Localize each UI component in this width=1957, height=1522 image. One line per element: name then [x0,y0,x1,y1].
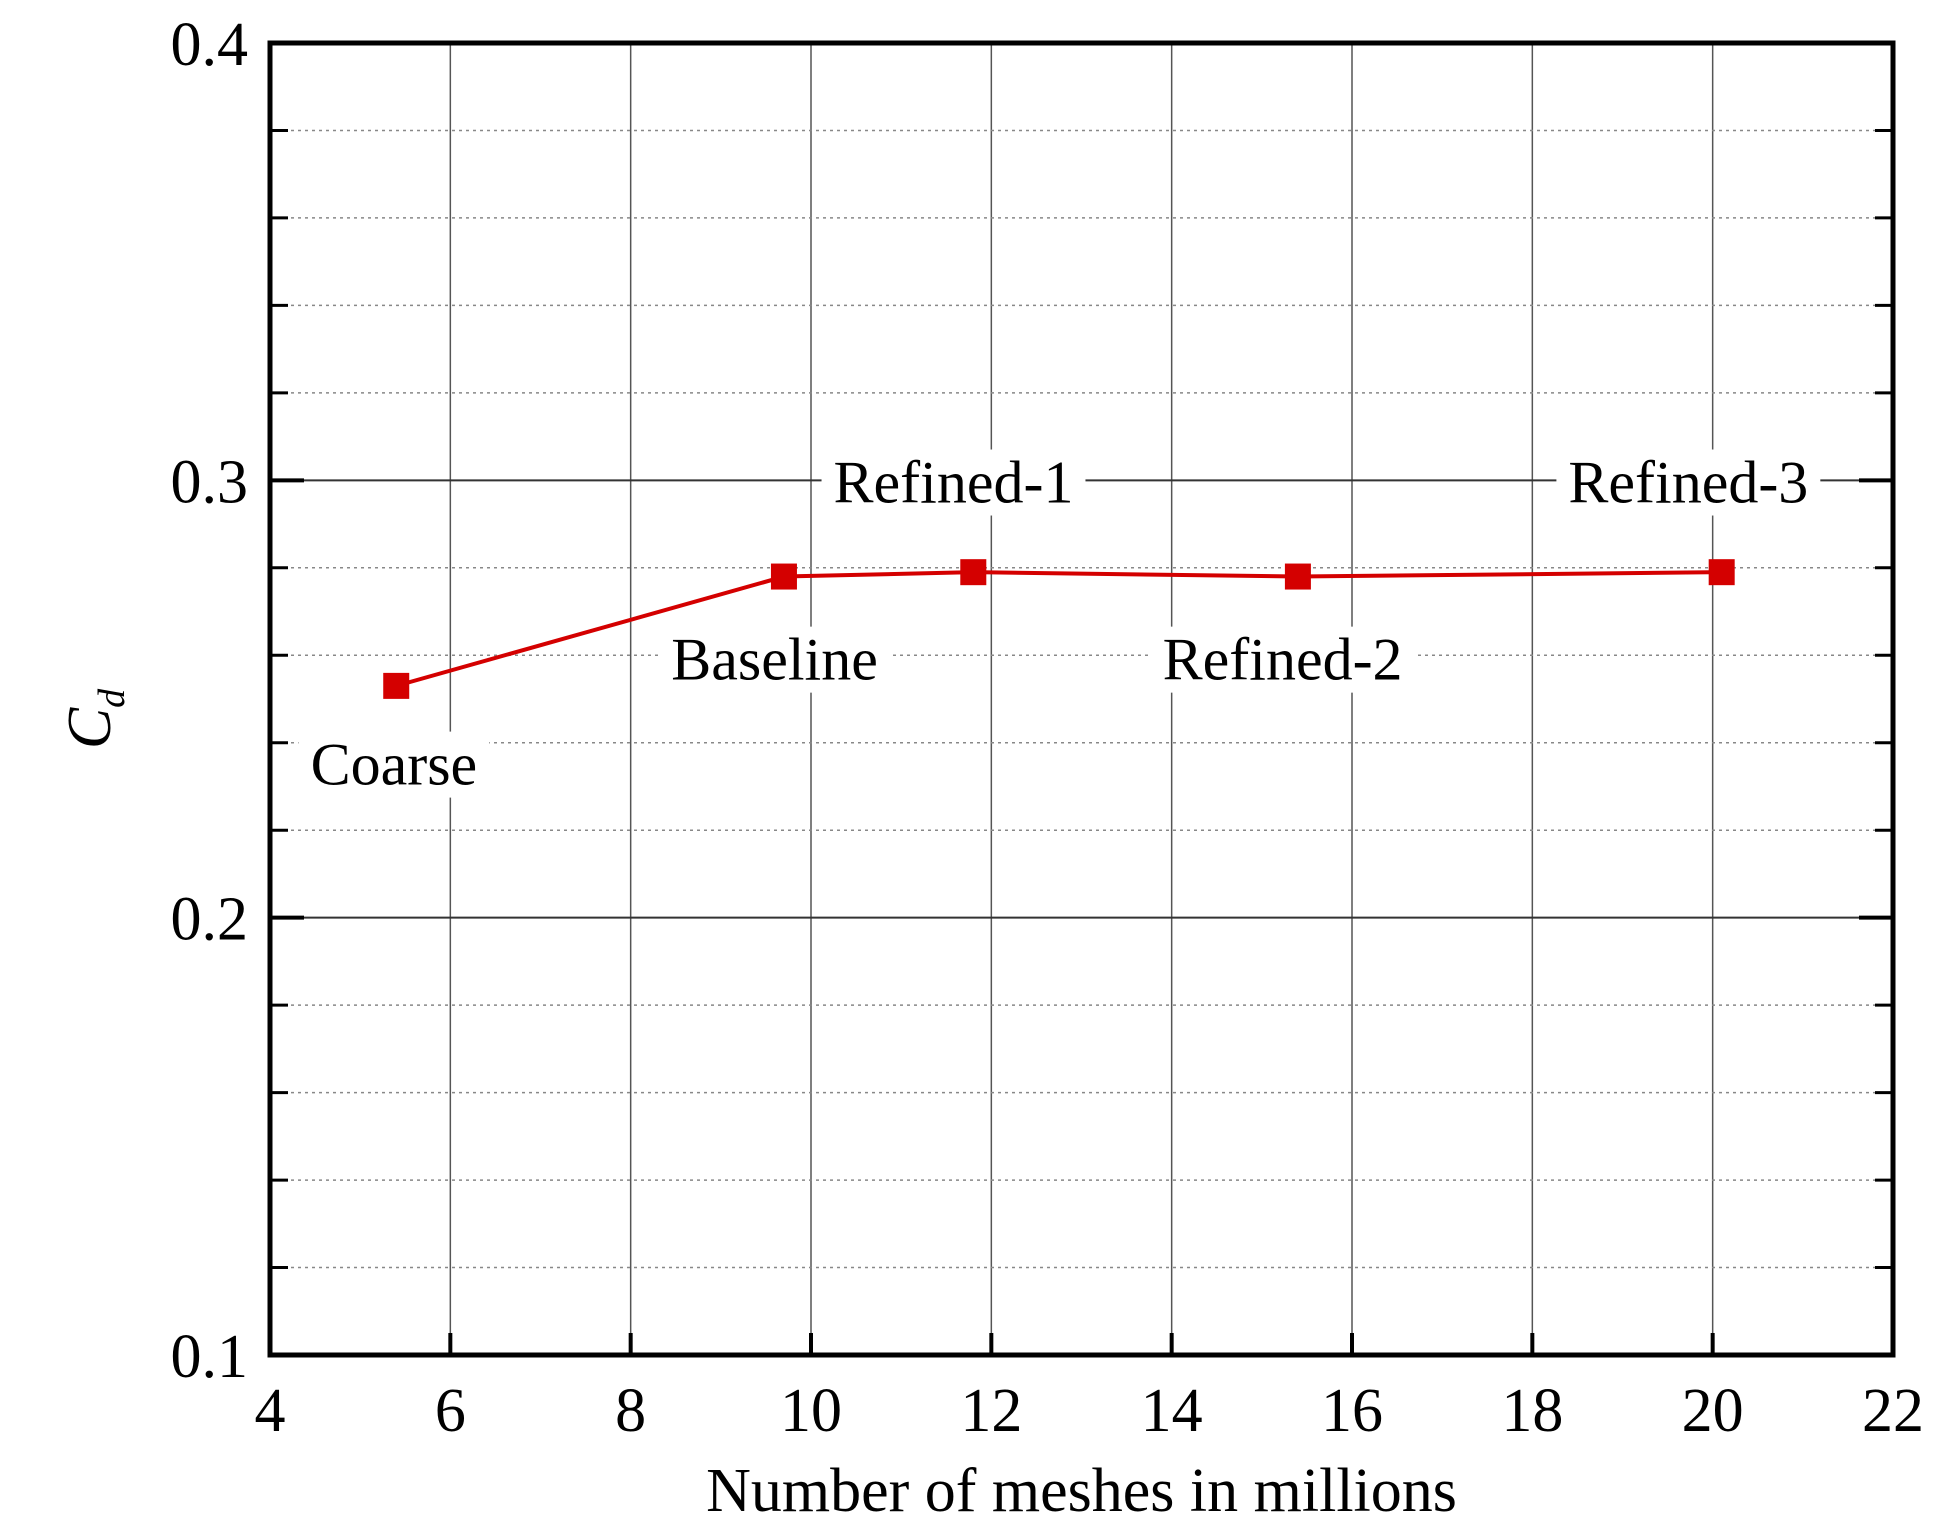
x-tick-label: 6 [435,1377,466,1445]
y-axis-label-main: C [56,707,124,749]
annotation-background [659,626,890,693]
data-point-marker [960,559,987,586]
tick-labels: 4 6 8 10 12 14 16 18 20 22 0.1 0.2 0.3 0.4 [171,11,1925,1445]
y-tick-label: 0.3 [171,448,249,516]
x-tick-label: 18 [1501,1377,1563,1445]
axis-ticks [268,41,1895,1357]
annotation-label: Refined-2 [1163,627,1403,693]
x-axis-label: Number of meshes in millions [706,1457,1457,1522]
x-tick-label: 22 [1862,1377,1924,1445]
x-tick-label: 12 [960,1377,1022,1445]
y-tick-label: 0.4 [171,11,249,79]
annotation-background [821,449,1086,516]
x-tick-label: 14 [1141,1377,1203,1445]
y-tick-label: 0.1 [171,1323,249,1391]
series [383,559,1735,699]
annotation-label: Refined-3 [1568,450,1808,516]
y-axis-label-subscript: d [91,688,133,708]
x-tick-label: 8 [615,1377,646,1445]
annotations: Coarse Baseline Refined-1 Refined-2 Refined-… [298,449,1821,798]
y-axis-label: Cd [56,688,133,749]
x-tick-label: 16 [1321,1377,1383,1445]
annotation-background [1556,449,1821,516]
annotation-background [298,731,490,798]
annotation-background [1150,626,1415,693]
series-line [395,570,1722,688]
annotation-label: Refined-1 [834,450,1074,516]
data-point-marker [1708,559,1735,586]
plot-frame [267,40,1896,1358]
annotation-label: Coarse [311,732,478,798]
data-point-marker [770,563,797,590]
data-point-marker [1284,563,1311,590]
grid [270,43,1893,1355]
x-tick-label: 20 [1682,1377,1744,1445]
data-point-marker [383,672,410,699]
x-tick-label: 4 [255,1377,286,1445]
y-tick-label: 0.2 [171,886,249,954]
x-tick-label: 10 [780,1377,842,1445]
annotation-label: Baseline [671,627,878,693]
